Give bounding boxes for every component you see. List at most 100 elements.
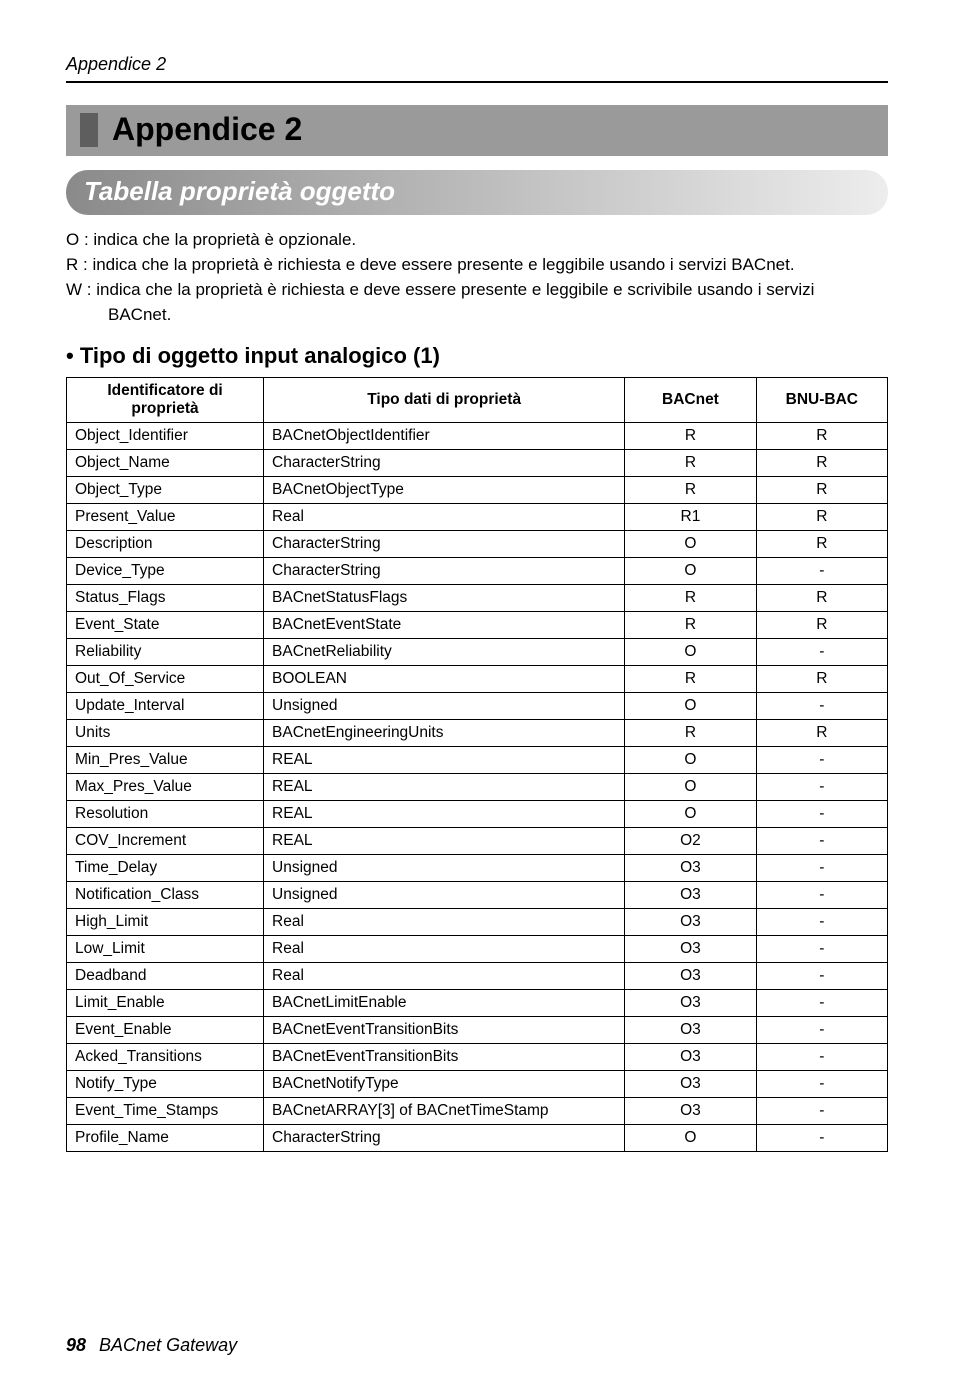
table-row: DeadbandRealO3-: [67, 962, 888, 989]
intro-line-w2: BACnet.: [66, 304, 888, 327]
table-cell: -: [756, 1016, 887, 1043]
table-cell: Acked_Transitions: [67, 1043, 264, 1070]
table-cell: Min_Pres_Value: [67, 746, 264, 773]
table-cell: -: [756, 1043, 887, 1070]
table-cell: R: [756, 449, 887, 476]
table-cell: R: [756, 503, 887, 530]
chapter-block-icon: [80, 113, 98, 147]
table-cell: Event_Time_Stamps: [67, 1097, 264, 1124]
table-row: Profile_NameCharacterStringO-: [67, 1124, 888, 1151]
table-row: COV_IncrementREALO2-: [67, 827, 888, 854]
table-cell: O: [625, 1124, 756, 1151]
table-cell: Unsigned: [264, 881, 625, 908]
table-cell: -: [756, 557, 887, 584]
table-cell: BACnetObjectIdentifier: [264, 422, 625, 449]
table-cell: R: [756, 476, 887, 503]
table-cell: Low_Limit: [67, 935, 264, 962]
table-cell: Real: [264, 935, 625, 962]
table-cell: Real: [264, 503, 625, 530]
table-cell: -: [756, 638, 887, 665]
table-cell: CharacterString: [264, 530, 625, 557]
table-cell: O: [625, 746, 756, 773]
col-header-type: Tipo dati di proprietà: [264, 377, 625, 422]
col-header-id: Identificatore di proprietà: [67, 377, 264, 422]
table-cell: BACnetNotifyType: [264, 1070, 625, 1097]
table-cell: Notification_Class: [67, 881, 264, 908]
table-cell: O3: [625, 854, 756, 881]
table-cell: -: [756, 1097, 887, 1124]
table-cell: -: [756, 881, 887, 908]
table-cell: -: [756, 746, 887, 773]
table-cell: R1: [625, 503, 756, 530]
table-body: Object_IdentifierBACnetObjectIdentifierR…: [67, 422, 888, 1151]
table-cell: O3: [625, 908, 756, 935]
table-row: Notification_ClassUnsignedO3-: [67, 881, 888, 908]
table-row: DescriptionCharacterStringOR: [67, 530, 888, 557]
col-header-bacnet: BACnet: [625, 377, 756, 422]
table-cell: Event_Enable: [67, 1016, 264, 1043]
subsection-heading: • Tipo di oggetto input analogico (1): [66, 343, 888, 369]
table-cell: Notify_Type: [67, 1070, 264, 1097]
table-cell: Device_Type: [67, 557, 264, 584]
table-row: Min_Pres_ValueREALO-: [67, 746, 888, 773]
table-cell: R: [625, 584, 756, 611]
table-row: Object_NameCharacterStringRR: [67, 449, 888, 476]
table-cell: O: [625, 638, 756, 665]
table-cell: R: [625, 665, 756, 692]
table-cell: O3: [625, 1070, 756, 1097]
table-cell: CharacterString: [264, 1124, 625, 1151]
table-cell: COV_Increment: [67, 827, 264, 854]
table-row: Low_LimitRealO3-: [67, 935, 888, 962]
table-cell: Units: [67, 719, 264, 746]
table-cell: REAL: [264, 773, 625, 800]
table-cell: R: [756, 422, 887, 449]
table-row: Event_Time_StampsBACnetARRAY[3] of BACne…: [67, 1097, 888, 1124]
chapter-bar: Appendice 2: [66, 105, 888, 156]
table-cell: -: [756, 935, 887, 962]
table-cell: -: [756, 692, 887, 719]
table-cell: Time_Delay: [67, 854, 264, 881]
table-cell: BACnetARRAY[3] of BACnetTimeStamp: [264, 1097, 625, 1124]
table-cell: BACnetEventState: [264, 611, 625, 638]
intro-block: O : indica che la proprietà è opzionale.…: [66, 229, 888, 327]
table-cell: BACnetEventTransitionBits: [264, 1016, 625, 1043]
table-cell: -: [756, 1124, 887, 1151]
table-cell: BOOLEAN: [264, 665, 625, 692]
table-row: Max_Pres_ValueREALO-: [67, 773, 888, 800]
table-row: Notify_TypeBACnetNotifyTypeO3-: [67, 1070, 888, 1097]
table-cell: R: [756, 665, 887, 692]
table-cell: O3: [625, 1043, 756, 1070]
table-cell: High_Limit: [67, 908, 264, 935]
table-cell: R: [756, 719, 887, 746]
table-cell: -: [756, 827, 887, 854]
section-pill: Tabella proprietà oggetto: [66, 170, 888, 215]
head-rule: [66, 81, 888, 83]
table-cell: -: [756, 854, 887, 881]
table-cell: O: [625, 692, 756, 719]
table-cell: O2: [625, 827, 756, 854]
table-cell: R: [625, 719, 756, 746]
table-cell: Object_Type: [67, 476, 264, 503]
table-row: Event_StateBACnetEventStateRR: [67, 611, 888, 638]
table-row: Present_ValueRealR1R: [67, 503, 888, 530]
table-row: Status_FlagsBACnetStatusFlagsRR: [67, 584, 888, 611]
table-cell: Object_Identifier: [67, 422, 264, 449]
section-title: Tabella proprietà oggetto: [84, 176, 395, 206]
table-cell: O: [625, 773, 756, 800]
table-cell: -: [756, 773, 887, 800]
table-cell: REAL: [264, 746, 625, 773]
table-cell: CharacterString: [264, 449, 625, 476]
table-cell: -: [756, 908, 887, 935]
chapter-title: Appendice 2: [112, 111, 302, 148]
table-row: Time_DelayUnsignedO3-: [67, 854, 888, 881]
table-cell: REAL: [264, 800, 625, 827]
table-row: Event_EnableBACnetEventTransitionBitsO3-: [67, 1016, 888, 1043]
table-cell: BACnetEventTransitionBits: [264, 1043, 625, 1070]
table-cell: R: [756, 611, 887, 638]
table-cell: R: [625, 449, 756, 476]
table-cell: Description: [67, 530, 264, 557]
table-row: Object_IdentifierBACnetObjectIdentifier R…: [67, 422, 888, 449]
table-cell: BACnetReliability: [264, 638, 625, 665]
table-cell: Max_Pres_Value: [67, 773, 264, 800]
table-cell: Update_Interval: [67, 692, 264, 719]
